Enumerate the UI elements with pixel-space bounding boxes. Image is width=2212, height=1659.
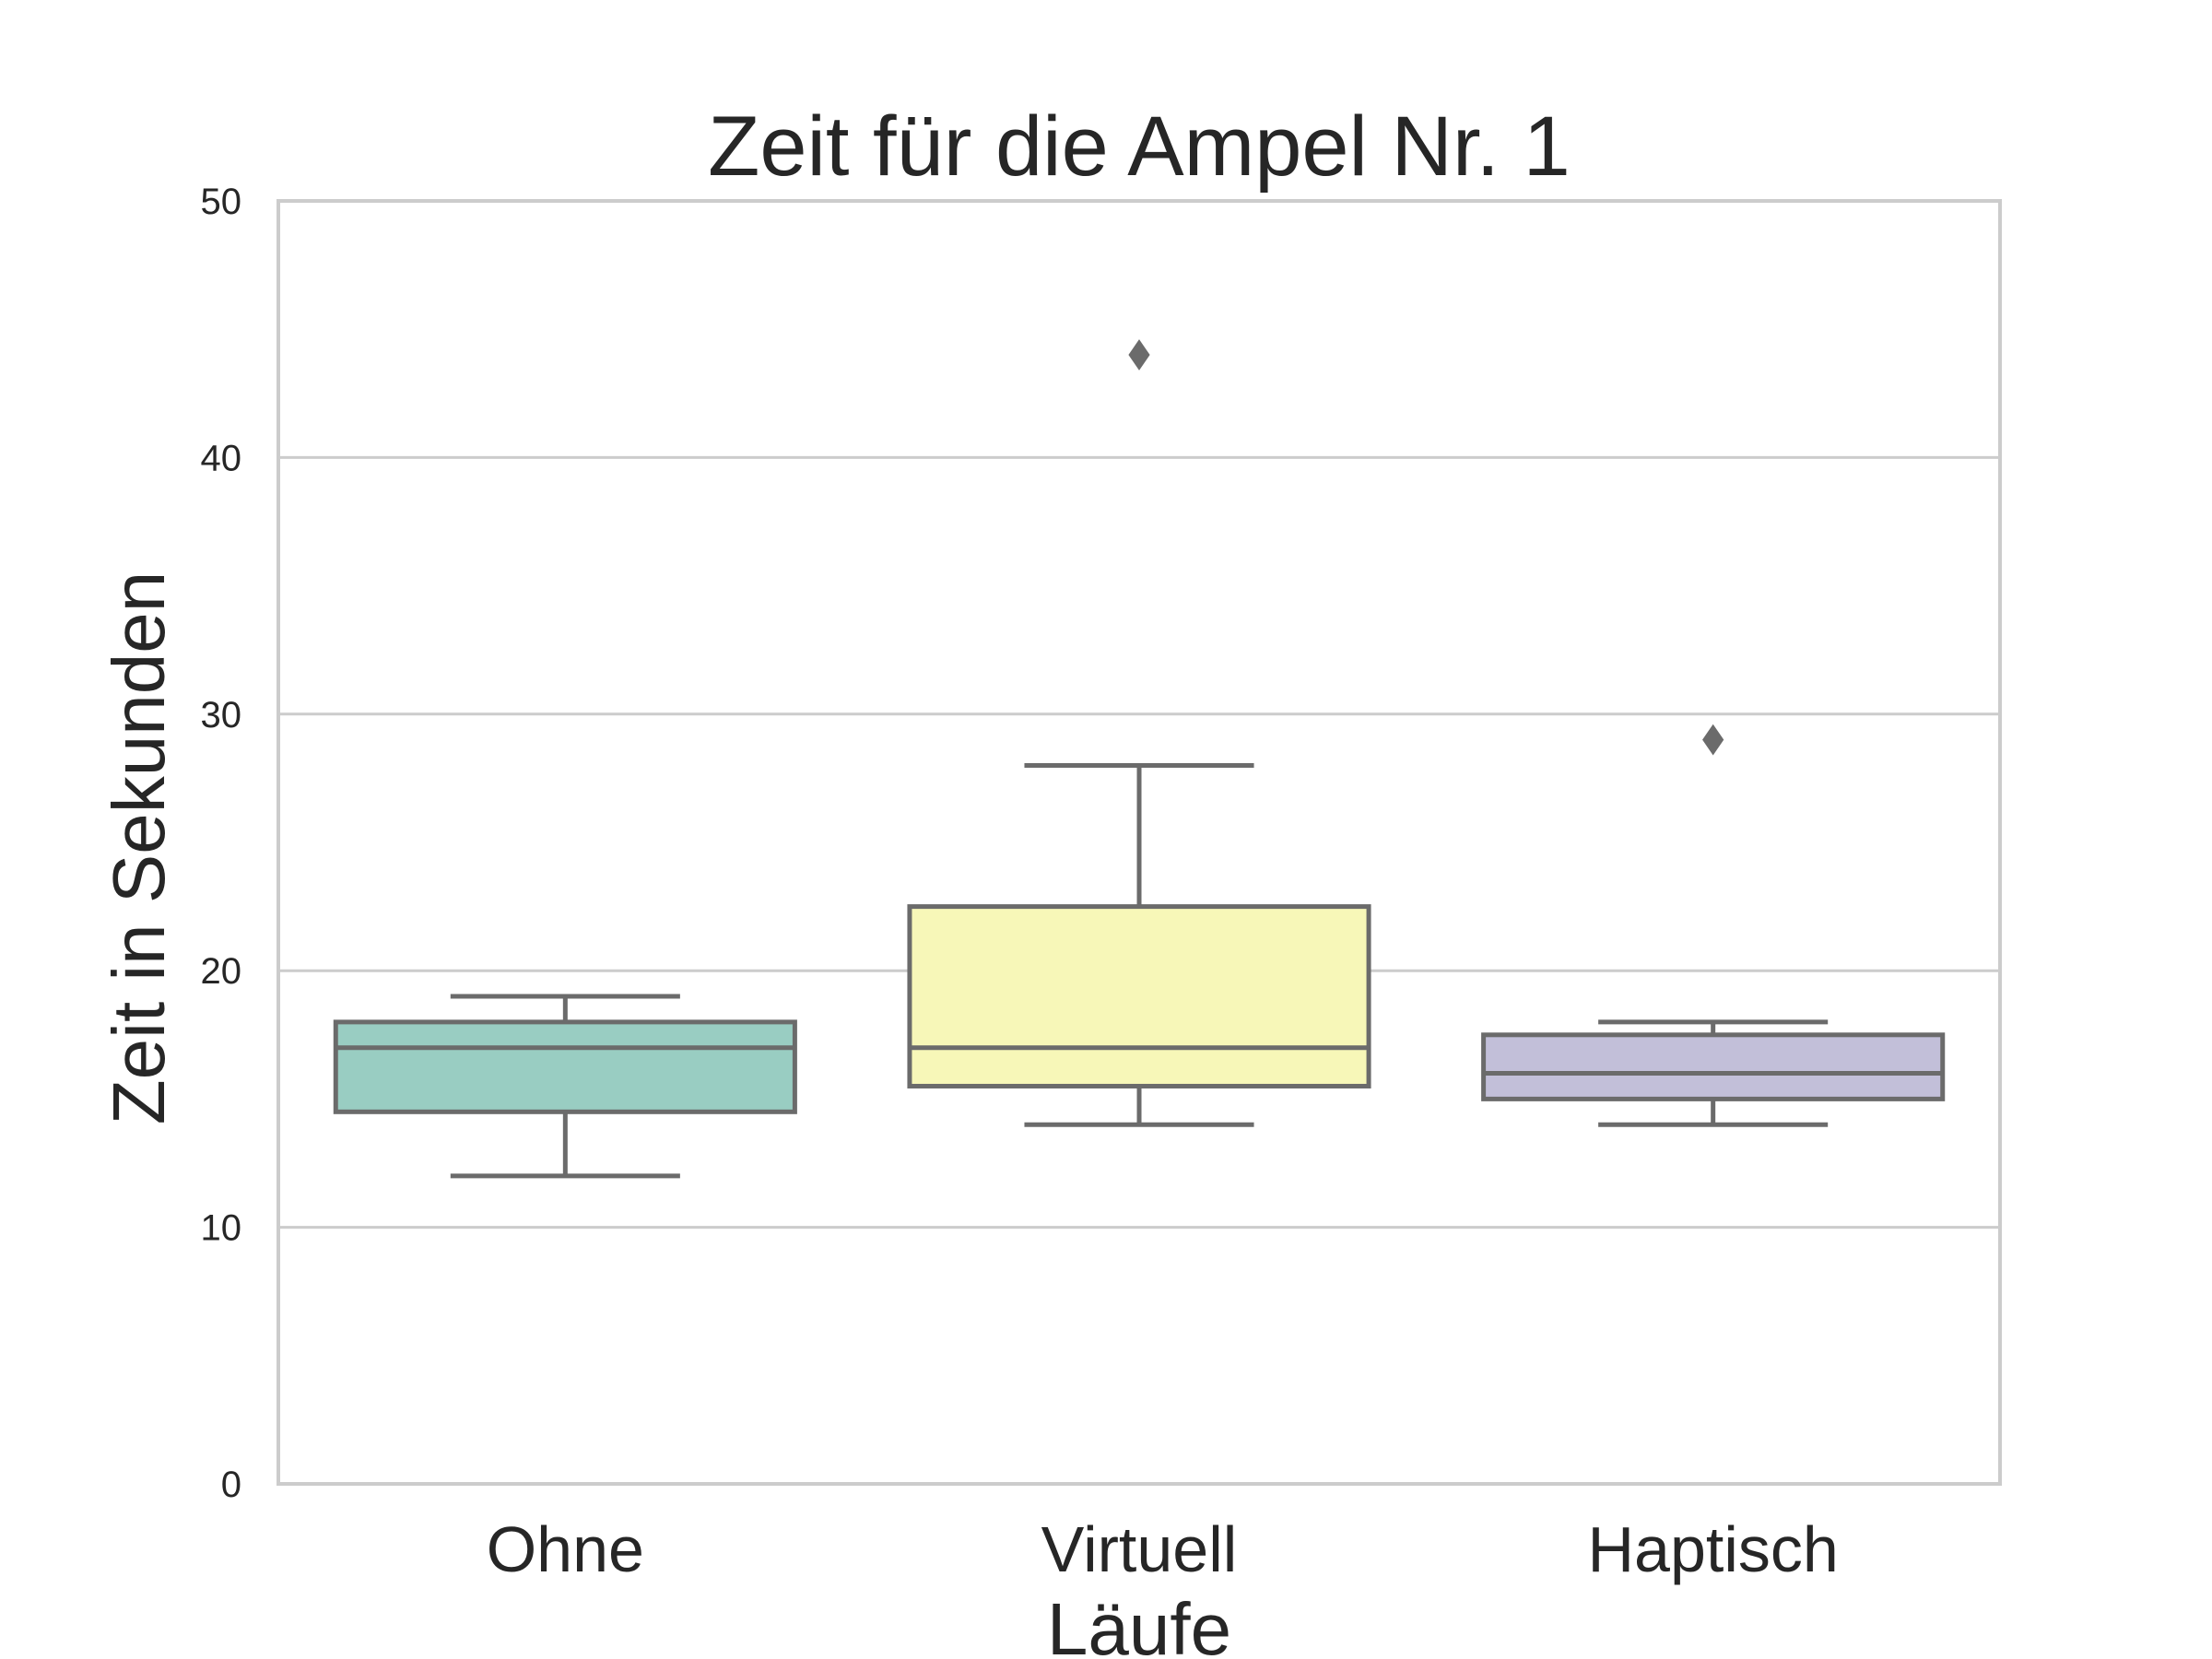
y-tick-label: 10 [201, 1208, 242, 1249]
y-axis-label: Zeit in Sekunden [98, 571, 180, 1124]
outlier-point [1702, 724, 1724, 756]
box-series [333, 339, 1946, 1179]
y-tick-label: 20 [201, 951, 242, 992]
y-tick-label: 30 [201, 695, 242, 735]
y-axis-ticks: 0 10 20 30 40 50 [201, 182, 242, 1505]
box-haptisch [1481, 724, 1946, 1127]
box-virtuell [907, 339, 1371, 1127]
x-tick-label: Ohne [487, 1513, 644, 1585]
y-tick-label: 40 [201, 438, 242, 478]
x-axis-label: Läufe [1047, 1588, 1231, 1659]
chart-title: Zeit für die Ampel Nr. 1 [708, 100, 1571, 194]
iqr-box [907, 904, 1371, 1088]
iqr-box [333, 1019, 797, 1114]
x-axis-ticks: Ohne Virtuell Haptisch [487, 1513, 1839, 1585]
y-tick-label: 50 [201, 182, 242, 222]
plot-frame [276, 199, 2002, 1486]
x-tick-label: Virtuell [1041, 1513, 1238, 1585]
y-tick-label: 0 [221, 1465, 241, 1505]
x-tick-label: Haptisch [1587, 1513, 1838, 1585]
box-ohne [333, 994, 797, 1179]
outlier-point [1128, 339, 1150, 371]
iqr-box [1481, 1032, 1946, 1101]
